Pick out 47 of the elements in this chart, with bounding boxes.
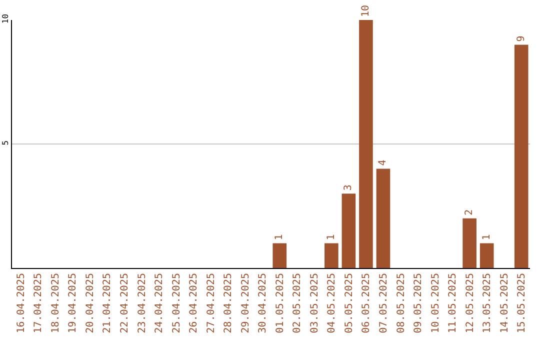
x-tick-label: 11.05.2025 [448,273,459,334]
x-tick-label: 10.05.2025 [430,273,442,334]
x-tick-label: 13.05.2025 [482,273,494,334]
data-label: 10 [360,4,372,17]
data-label: 2 [464,209,476,216]
x-tick-label: 06.05.2025 [361,273,372,334]
data-label: 1 [481,234,492,240]
x-tick-label: 25.04.2025 [171,273,182,334]
bar [324,243,338,268]
y-tick-label: 5 [0,140,10,146]
x-tick-label: 20.04.2025 [84,273,96,334]
x-tick-label: 14.05.2025 [499,273,510,334]
data-label: 1 [326,234,337,240]
data-label: 1 [274,234,286,240]
data-label: 4 [378,160,389,166]
x-tick-label: 23.04.2025 [136,273,148,334]
x-tick-label: 12.05.2025 [464,273,476,334]
x-tick-label: 01.05.2025 [274,273,286,334]
x-tick-label: 02.05.2025 [292,273,304,334]
x-tick-label: 30.04.2025 [258,273,269,334]
bar [376,168,390,268]
x-tick-label: 26.04.2025 [188,273,200,334]
bar [514,44,528,268]
bar [342,194,356,268]
data-label: 3 [343,184,354,191]
x-tick-label: 28.04.2025 [223,273,234,334]
data-label: 9 [516,36,527,42]
x-tick-label: 05.05.2025 [344,273,355,334]
x-tick-label: 16.04.2025 [16,273,27,334]
x-tick-label: 04.05.2025 [326,273,338,334]
bar [272,243,287,268]
x-tick-label: 08.05.2025 [396,273,407,334]
x-tick-label: 22.04.2025 [119,273,130,334]
x-tick-label: 07.05.2025 [378,273,390,334]
x-tick-label: 09.05.2025 [413,273,424,334]
bar [359,20,373,268]
x-tick-label: 21.04.2025 [102,273,114,334]
x-tick-label: 27.04.2025 [206,273,217,334]
bar [462,218,476,268]
x-tick-label: 17.04.2025 [33,273,44,334]
x-tick-label: 19.04.2025 [68,273,79,334]
x-tick-label: 24.04.2025 [154,273,166,334]
x-tick-label: 15.05.2025 [516,273,528,334]
x-tick-label: 29.04.2025 [240,273,252,334]
x-tick-label: 03.05.2025 [309,273,320,334]
x-tick-label: 18.04.2025 [50,273,62,334]
bar [480,243,494,268]
